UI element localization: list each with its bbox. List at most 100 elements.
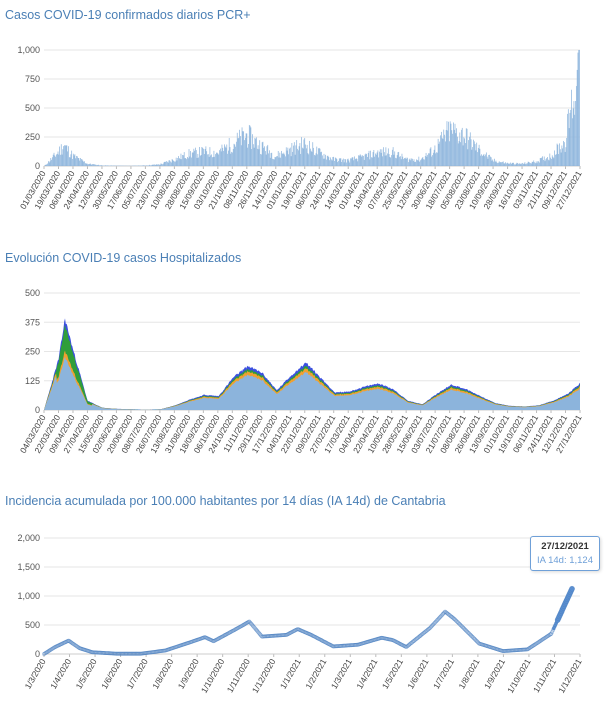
bar	[473, 141, 475, 166]
bar	[414, 161, 416, 166]
bar	[325, 154, 326, 166]
bar	[509, 163, 511, 166]
bar	[90, 164, 92, 166]
bar	[101, 165, 102, 166]
bar	[299, 143, 301, 166]
bar	[430, 147, 432, 166]
bar	[490, 157, 492, 166]
bar	[338, 158, 340, 166]
bar	[383, 147, 384, 166]
bar	[232, 149, 234, 166]
bar	[481, 154, 482, 166]
bar	[496, 162, 498, 166]
bar	[343, 162, 345, 166]
bar	[290, 156, 292, 166]
bar	[77, 158, 79, 166]
bar	[354, 159, 356, 166]
bar	[254, 137, 256, 166]
bar	[375, 153, 376, 166]
bar	[153, 164, 155, 166]
bar	[500, 162, 502, 166]
bar	[181, 159, 183, 166]
bar	[207, 154, 208, 166]
bar	[484, 156, 486, 166]
bar	[106, 165, 108, 166]
bar	[185, 158, 187, 166]
bar	[573, 101, 575, 166]
bar	[395, 158, 397, 166]
bar	[158, 164, 159, 166]
x-tick-label: 1/10/2020	[199, 657, 227, 695]
bar	[242, 131, 244, 166]
bar	[567, 113, 568, 166]
bar	[473, 139, 474, 166]
bar	[65, 145, 67, 166]
bar	[176, 160, 178, 166]
bar	[283, 152, 285, 166]
bar	[507, 162, 509, 166]
bar	[404, 158, 405, 166]
bar	[419, 161, 421, 166]
bar	[456, 128, 457, 166]
bar	[489, 154, 490, 166]
bar	[448, 121, 449, 166]
bar	[440, 135, 441, 166]
bar	[467, 149, 469, 166]
bar	[222, 147, 224, 166]
bar	[529, 162, 531, 166]
x-tick-label: 1/10/2021	[505, 657, 533, 695]
bar	[193, 148, 195, 166]
bar	[450, 123, 452, 166]
bar	[219, 150, 220, 166]
bar	[384, 155, 386, 166]
bar	[454, 123, 456, 166]
bar	[416, 159, 418, 166]
bar	[264, 151, 266, 166]
bar	[216, 152, 218, 166]
bar	[162, 164, 163, 166]
bar	[89, 163, 90, 166]
bar	[571, 118, 573, 166]
bar	[225, 147, 227, 166]
bar	[428, 153, 430, 166]
bar	[143, 165, 145, 166]
bar	[540, 158, 542, 166]
bar	[558, 154, 560, 166]
bar	[353, 160, 355, 166]
x-tick-label: 1/3/2021	[329, 657, 354, 691]
bar	[206, 151, 208, 166]
bar	[451, 130, 453, 166]
bar	[373, 149, 375, 166]
bar	[101, 165, 103, 166]
bar	[282, 154, 284, 166]
bar	[559, 149, 561, 166]
bar	[52, 154, 54, 166]
bar	[472, 147, 474, 166]
bar	[279, 152, 281, 166]
x-tick-label: 1/9/2020	[176, 657, 201, 691]
bar	[493, 161, 494, 166]
bar	[563, 142, 565, 166]
bar	[326, 155, 328, 166]
bar	[199, 155, 201, 166]
bar	[54, 155, 56, 166]
bar	[405, 157, 407, 166]
bar	[73, 155, 75, 166]
y-tick-label: 0	[35, 649, 40, 659]
bar	[462, 145, 464, 166]
y-tick-label: 125	[25, 376, 40, 386]
bar	[312, 142, 314, 166]
bar	[278, 157, 280, 166]
bar	[475, 150, 477, 166]
bar	[560, 152, 562, 166]
bar	[514, 164, 516, 166]
bar	[402, 156, 404, 166]
bar	[236, 132, 238, 166]
bar	[506, 163, 507, 166]
bar	[470, 139, 472, 166]
bar	[224, 146, 226, 166]
bar	[148, 165, 150, 166]
bar	[172, 160, 174, 166]
bar	[453, 122, 454, 166]
bar	[156, 164, 158, 166]
